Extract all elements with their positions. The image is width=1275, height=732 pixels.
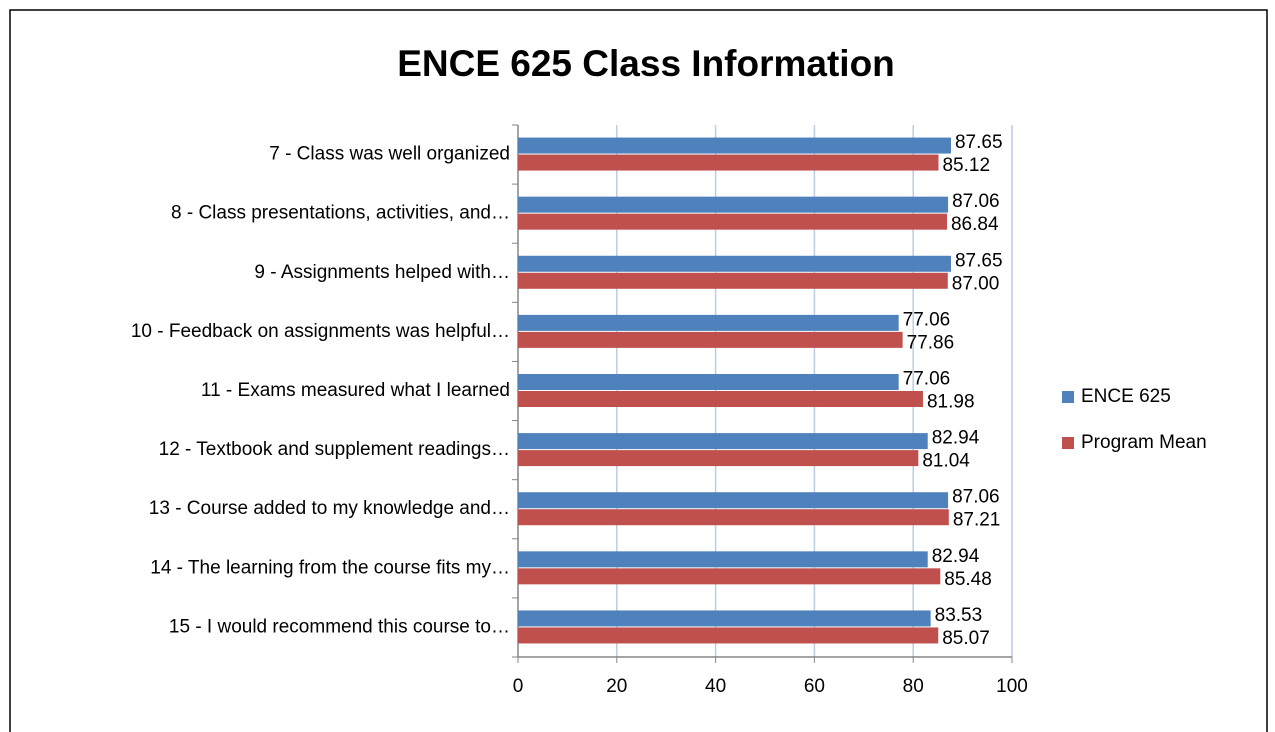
value-label: 87.06 xyxy=(952,191,1000,212)
y-tick-label: 13 - Course added to my knowledge and… xyxy=(149,498,510,519)
x-tick-label: 20 xyxy=(606,676,627,697)
y-tick-label: 8 - Class presentations, activities, and… xyxy=(171,203,510,224)
value-label: 87.06 xyxy=(952,487,1000,508)
bar xyxy=(518,391,923,407)
bar xyxy=(518,154,939,171)
bar xyxy=(518,492,949,509)
legend-label: Program Mean xyxy=(1081,432,1207,453)
legend-label: ENCE 625 xyxy=(1081,386,1171,407)
bar xyxy=(518,627,939,644)
bar xyxy=(518,255,951,272)
bar xyxy=(518,196,949,213)
value-label: 85.07 xyxy=(942,628,990,649)
bar xyxy=(518,137,951,154)
value-label: 77.06 xyxy=(903,309,951,330)
y-tick-label: 9 - Assignments helped with… xyxy=(254,262,510,283)
x-tick-label: 40 xyxy=(705,676,726,697)
value-label: 82.94 xyxy=(932,546,980,567)
value-label: 87.65 xyxy=(955,250,1003,271)
bar xyxy=(518,331,903,348)
value-label: 85.48 xyxy=(944,569,992,590)
value-label: 87.65 xyxy=(955,132,1003,153)
x-tick-label: 60 xyxy=(804,676,825,697)
y-tick-label: 14 - The learning from the course fits m… xyxy=(150,557,510,578)
bar xyxy=(518,610,931,627)
x-tick-label: 0 xyxy=(513,676,524,697)
bar xyxy=(518,450,919,467)
y-tick-label: 7 - Class was well organized xyxy=(269,144,510,165)
y-tick-label: 10 - Feedback on assignments was helpful… xyxy=(131,321,510,342)
y-tick-label: 15 - I would recommend this course to… xyxy=(169,616,510,637)
value-label: 87.21 xyxy=(953,510,1001,531)
y-tick-label: 12 - Textbook and supplement readings… xyxy=(159,439,510,460)
value-label: 87.00 xyxy=(952,273,1000,294)
value-label: 82.94 xyxy=(932,428,980,449)
value-label: 77.86 xyxy=(907,332,955,353)
bar xyxy=(518,374,899,390)
bar xyxy=(518,551,928,568)
bar xyxy=(518,314,899,331)
value-label: 86.84 xyxy=(951,214,999,235)
value-label: 85.12 xyxy=(942,155,990,176)
y-tick-label: 11 - Exams measured what I learned xyxy=(201,380,510,401)
value-label: 81.04 xyxy=(922,451,970,472)
bar xyxy=(518,213,947,230)
bar xyxy=(518,509,949,526)
bar xyxy=(518,568,941,585)
x-tick-label: 80 xyxy=(903,676,924,697)
bar xyxy=(518,272,948,289)
legend-swatch xyxy=(1062,437,1074,449)
value-label: 77.06 xyxy=(903,369,951,390)
value-label: 81.98 xyxy=(927,392,975,413)
legend-swatch xyxy=(1062,391,1074,403)
value-label: 83.53 xyxy=(935,605,983,626)
chart-title: ENCE 625 Class Information xyxy=(397,43,895,84)
x-tick-label: 100 xyxy=(996,676,1028,697)
bar xyxy=(518,433,928,450)
